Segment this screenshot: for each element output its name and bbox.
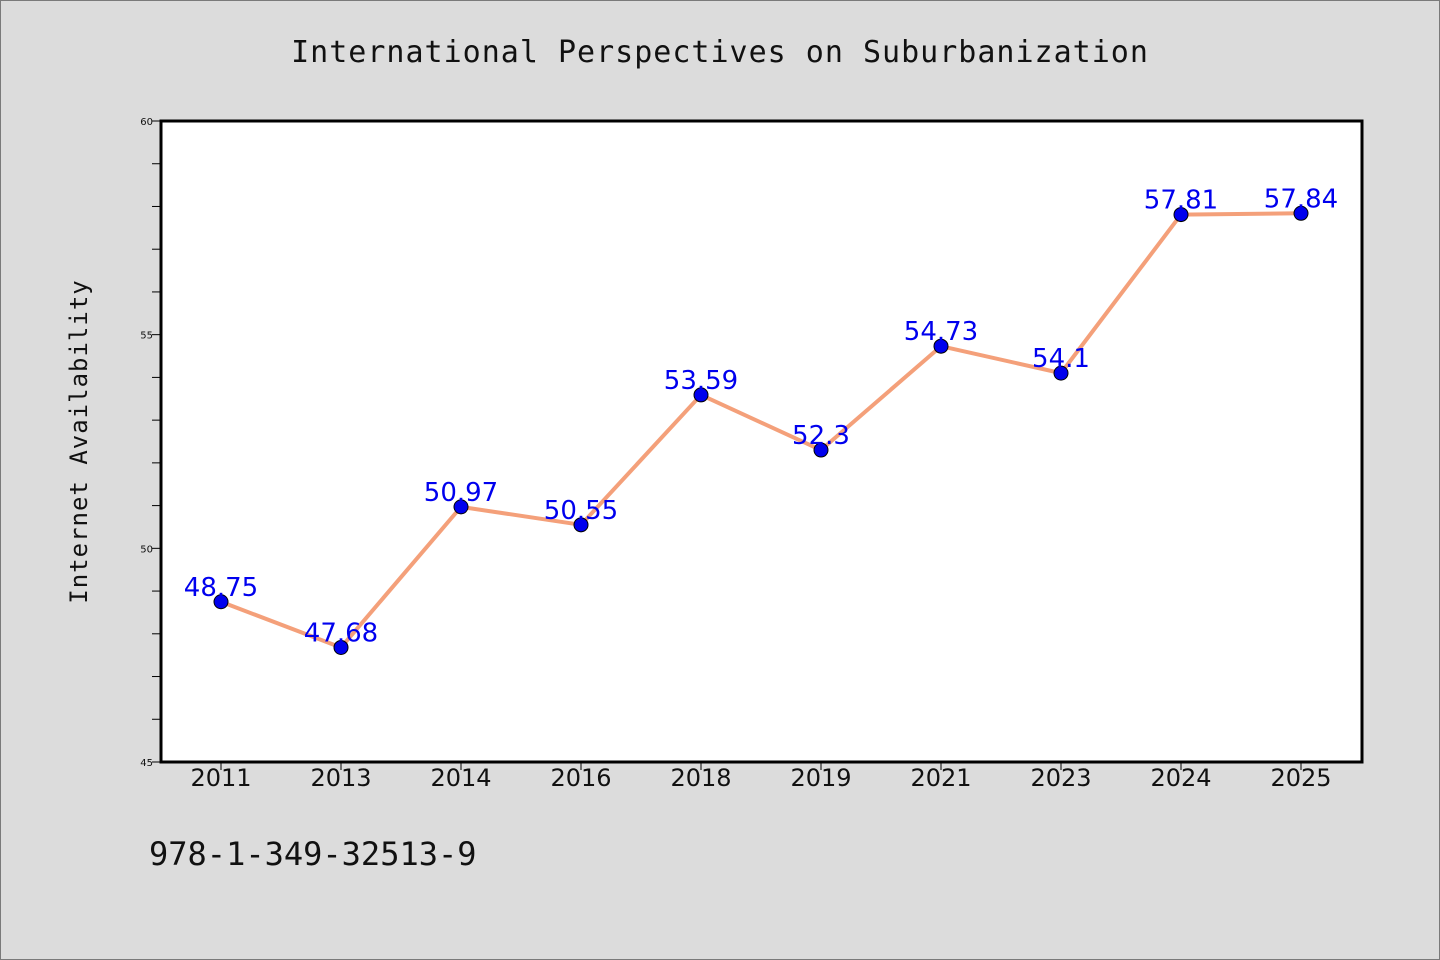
y-axis-ticks: 45 50 55 60 [140,117,161,769]
footer-code: 978-1-349-32513-9 [149,835,477,873]
chart-title: International Perspectives on Suburbaniz… [291,35,1149,70]
y-tick-label: 50 [140,544,153,555]
y-axis-label: Internet Availability [65,279,93,603]
x-axis-ticks: 2011 2013 2014 2016 2018 2019 2021 2023 2024 2025 [190,762,1332,792]
data-label: 48.75 [184,573,258,603]
data-label: 53.59 [664,366,738,396]
x-tick-label: 2011 [190,764,251,792]
data-point [1293,205,1309,221]
data-points [213,205,1309,655]
data-point [573,517,589,533]
x-tick-label: 2013 [310,764,371,792]
x-tick-label: 2018 [670,764,731,792]
data-labels: 48.75 47.68 50.97 50.55 53.59 52.3 54.73 54.1 57… [184,184,1338,648]
series-line [220,211,1302,650]
data-point [333,639,349,655]
x-tick-label: 2014 [430,764,491,792]
y-tick-label: 60 [140,117,153,128]
data-label: 54.73 [904,317,978,347]
x-tick-label: 2025 [1270,764,1331,792]
data-point [813,442,829,458]
data-label: 50.97 [424,478,498,508]
data-label: 52.3 [792,421,850,451]
plot-frame [159,119,1364,764]
data-label: 50.55 [544,496,618,526]
y-tick-label: 55 [140,331,153,342]
x-tick-label: 2024 [1150,764,1211,792]
data-point [1173,207,1189,223]
data-label: 57.81 [1144,186,1218,216]
data-point [213,594,229,610]
plot-area [161,121,1362,762]
data-point [933,338,949,354]
data-label: 57.84 [1264,184,1338,214]
data-point [453,499,469,515]
x-tick-label: 2016 [550,764,611,792]
x-tick-label: 2023 [1030,764,1091,792]
y-tick-label: 45 [140,758,153,769]
data-label: 54.1 [1032,344,1090,374]
x-tick-label: 2021 [910,764,971,792]
x-tick-label: 2019 [790,764,851,792]
data-label: 47.68 [304,618,378,648]
data-point [693,387,709,403]
data-point [1053,365,1069,381]
